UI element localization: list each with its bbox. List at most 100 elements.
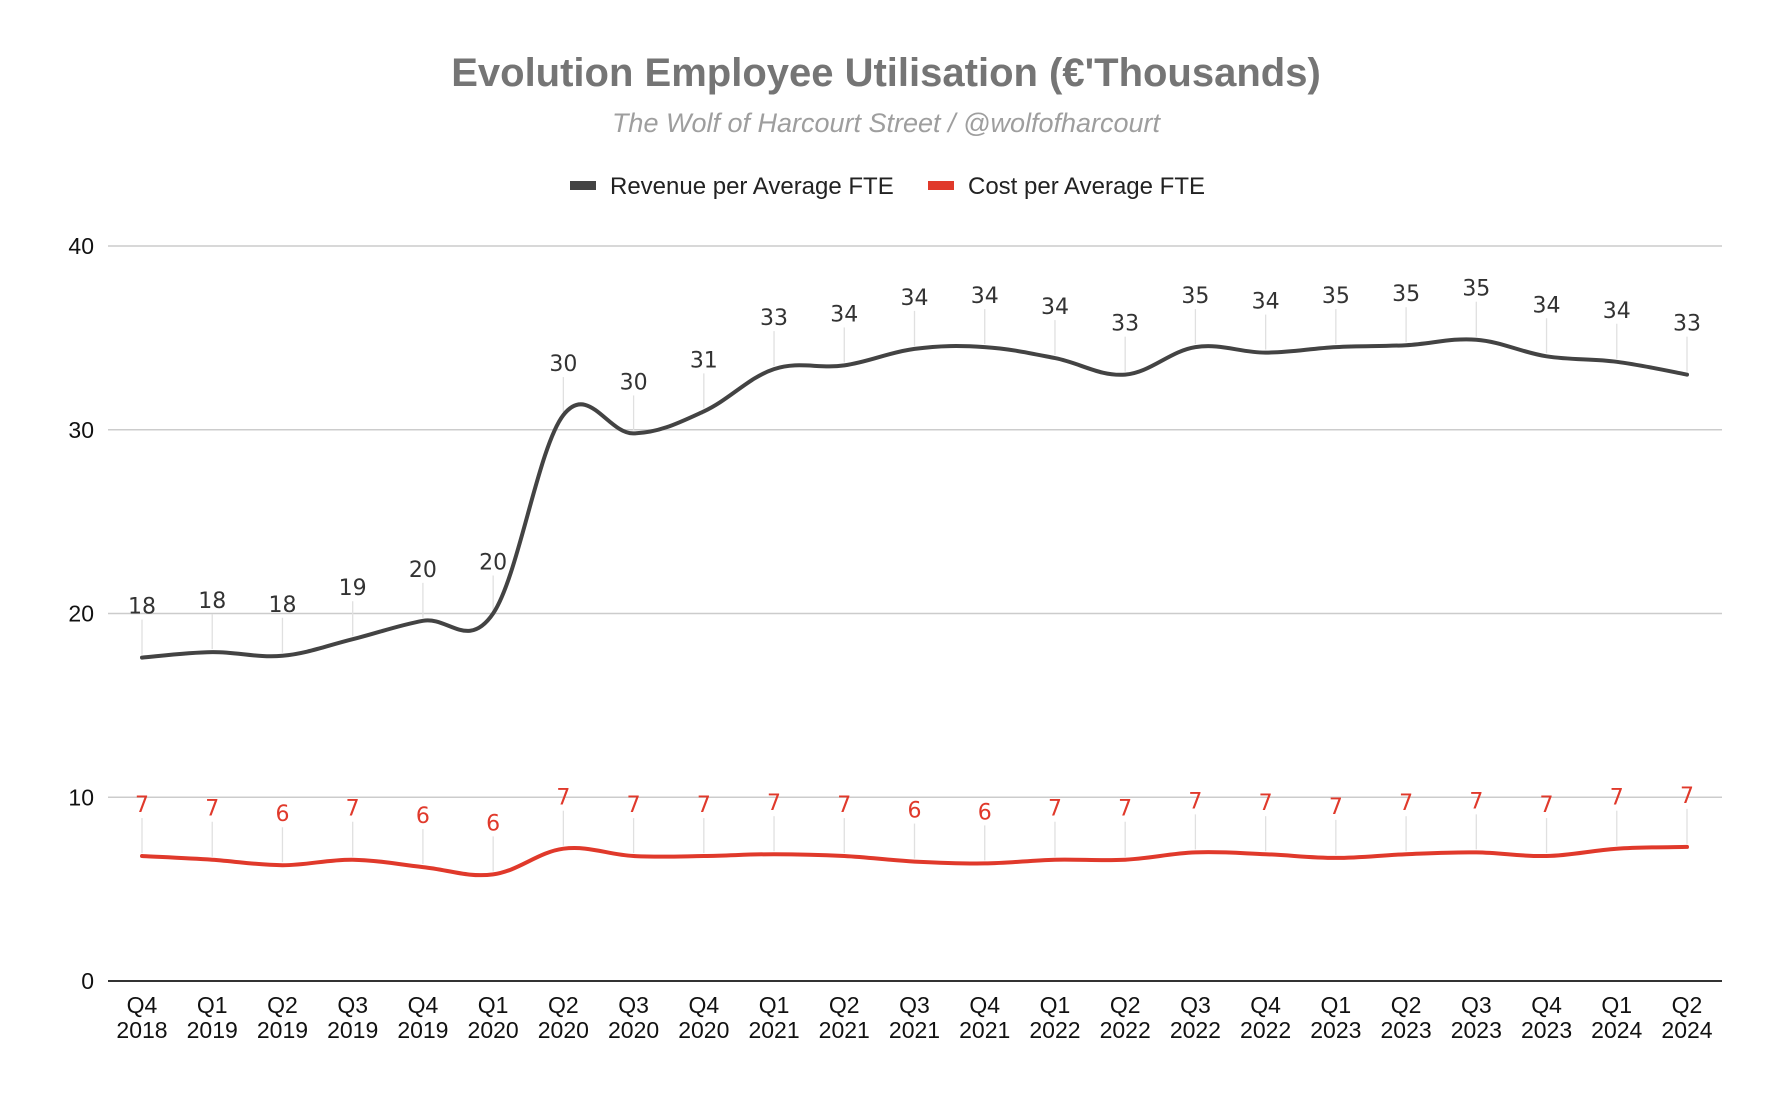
y-axis: 0 10 20 30 40 xyxy=(68,233,94,994)
x-tick-label: 2019 xyxy=(187,1017,238,1043)
x-tick-label: 2018 xyxy=(116,1017,167,1043)
series-line-revenue xyxy=(140,337,1689,660)
x-tick-label: 2023 xyxy=(1310,1017,1361,1043)
data-label: 6 xyxy=(978,800,992,825)
x-tick-label: 2023 xyxy=(1381,1017,1432,1043)
gridlines xyxy=(108,245,1722,798)
data-label: 18 xyxy=(198,589,226,614)
x-tick-label: 2022 xyxy=(1170,1017,1221,1043)
data-label: 7 xyxy=(556,786,570,811)
y-tick-label: 0 xyxy=(81,968,94,994)
data-label: 33 xyxy=(1673,312,1701,337)
x-tick-label: Q4 xyxy=(1531,992,1562,1018)
data-label: 35 xyxy=(1322,284,1350,309)
x-tick-label: Q3 xyxy=(899,992,930,1018)
x-tick-label: Q1 xyxy=(478,992,509,1018)
x-tick-label: Q1 xyxy=(197,992,228,1018)
legend-swatch-revenue xyxy=(570,181,596,190)
x-tick-label: 2021 xyxy=(819,1017,870,1043)
x-tick-label: 2019 xyxy=(327,1017,378,1043)
data-label: 33 xyxy=(1111,312,1139,337)
data-label: 6 xyxy=(486,811,500,836)
data-label: 7 xyxy=(1680,784,1694,809)
data-label: 7 xyxy=(135,793,149,818)
data-label: 19 xyxy=(339,576,367,601)
x-tick-label: Q2 xyxy=(267,992,298,1018)
data-label: 7 xyxy=(767,791,781,816)
x-tick-label: Q3 xyxy=(1461,992,1492,1018)
data-label: 35 xyxy=(1181,284,1209,309)
x-tick-label: 2022 xyxy=(1029,1017,1080,1043)
y-tick-label: 30 xyxy=(68,417,94,443)
x-tick-label: 2022 xyxy=(1240,1017,1291,1043)
chart-title: Evolution Employee Utilisation (€'Thousa… xyxy=(451,51,1321,95)
x-tick-label: Q2 xyxy=(1391,992,1422,1018)
x-tick-label: Q2 xyxy=(1672,992,1703,1018)
x-tick-label: Q1 xyxy=(1040,992,1071,1018)
x-tick-label: Q4 xyxy=(1250,992,1281,1018)
data-label: 33 xyxy=(760,306,788,331)
data-labels: 18 18 18 19 20 20 30 30 31 33 34 34 34 34 33 35 34 35 35 35… xyxy=(128,277,1701,837)
data-label: 7 xyxy=(205,797,219,822)
data-label: 7 xyxy=(697,793,711,818)
y-tick-label: 40 xyxy=(68,233,94,259)
x-tick-label: Q2 xyxy=(829,992,860,1018)
data-label: 34 xyxy=(1603,299,1631,324)
x-tick-label: 2019 xyxy=(257,1017,308,1043)
x-tick-label: 2024 xyxy=(1591,1017,1642,1043)
data-label: 34 xyxy=(971,284,999,309)
x-tick-label: Q3 xyxy=(1180,992,1211,1018)
data-label: 34 xyxy=(901,286,929,311)
data-label: 6 xyxy=(908,799,922,824)
x-tick-label: 2024 xyxy=(1661,1017,1712,1043)
x-tick-label: Q4 xyxy=(969,992,1000,1018)
x-tick-label: Q4 xyxy=(688,992,719,1018)
y-tick-label: 10 xyxy=(68,784,94,810)
x-tick-label: Q2 xyxy=(548,992,579,1018)
data-label: 7 xyxy=(1188,789,1202,814)
x-tick-label: Q1 xyxy=(1321,992,1352,1018)
x-tick-label: 2023 xyxy=(1451,1017,1502,1043)
legend-label-revenue: Revenue per Average FTE xyxy=(610,173,894,200)
x-tick-label: Q1 xyxy=(1601,992,1632,1018)
data-label-leaders xyxy=(141,301,1688,872)
x-tick-label: Q2 xyxy=(1110,992,1141,1018)
x-tick-label: 2020 xyxy=(608,1017,659,1043)
series-lines xyxy=(140,337,1689,878)
data-label: 7 xyxy=(1469,789,1483,814)
x-tick-label: Q3 xyxy=(618,992,649,1018)
x-tick-label: 2020 xyxy=(468,1017,519,1043)
data-label: 7 xyxy=(1540,793,1554,818)
y-tick-label: 20 xyxy=(68,601,94,627)
x-tick-label: Q4 xyxy=(127,992,158,1018)
data-label: 34 xyxy=(1533,293,1561,318)
data-label: 31 xyxy=(690,348,718,373)
data-label: 7 xyxy=(1259,791,1273,816)
data-label: 20 xyxy=(479,551,507,576)
x-tick-label: 2022 xyxy=(1100,1017,1151,1043)
data-label: 7 xyxy=(1329,795,1343,820)
legend-label-cost: Cost per Average FTE xyxy=(968,173,1205,200)
data-label: 7 xyxy=(1610,786,1624,811)
data-label: 18 xyxy=(128,595,156,620)
data-label: 30 xyxy=(549,352,577,377)
data-label: 7 xyxy=(1048,797,1062,822)
x-tick-label: 2021 xyxy=(889,1017,940,1043)
data-label: 30 xyxy=(620,370,648,395)
x-tick-label: Q3 xyxy=(337,992,368,1018)
x-tick-label: 2020 xyxy=(678,1017,729,1043)
x-tick-label: 2023 xyxy=(1521,1017,1572,1043)
x-tick-label: Q1 xyxy=(759,992,790,1018)
x-tick-label: 2021 xyxy=(748,1017,799,1043)
data-label: 35 xyxy=(1462,277,1490,302)
legend-swatch-cost xyxy=(928,181,954,190)
data-label: 6 xyxy=(416,804,430,829)
chart-subtitle: The Wolf of Harcourt Street / @wolfofhar… xyxy=(612,108,1162,138)
data-label: 7 xyxy=(837,793,851,818)
data-label: 34 xyxy=(830,302,858,327)
legend: Revenue per Average FTE Cost per Average… xyxy=(570,173,1205,200)
data-label: 7 xyxy=(346,797,360,822)
data-label: 34 xyxy=(1252,290,1280,315)
x-tick-label: 2019 xyxy=(397,1017,448,1043)
